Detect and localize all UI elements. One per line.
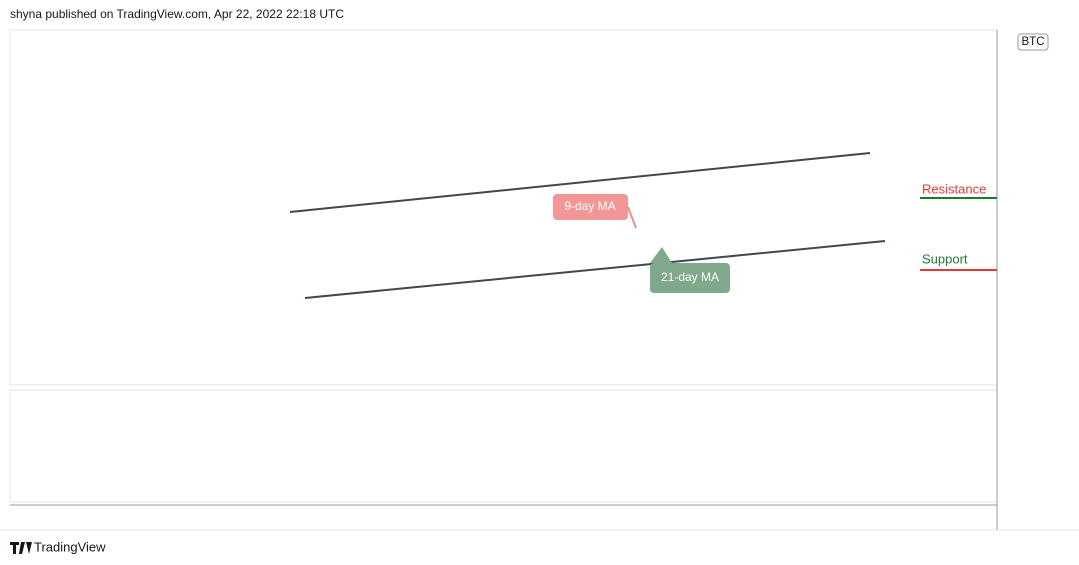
ma9-pointer [627, 206, 637, 229]
ma9-box [553, 194, 628, 220]
ma21-box [650, 263, 730, 293]
currency-box [1017, 33, 1049, 51]
upper-trend-line [289, 152, 871, 213]
annotations: 9-day MA 21-day MA Resistance Support [553, 181, 986, 293]
resistance-label: Resistance [922, 181, 986, 196]
lower-trend-line [304, 240, 886, 299]
brand: TradingView [34, 539, 106, 554]
trend-lines [289, 152, 997, 299]
ma9-note: 9-day MA [564, 199, 615, 213]
footer: TradingView [10, 539, 106, 554]
support-label: Support [922, 251, 968, 266]
publisher-line: shyna published on TradingView.com, Apr … [10, 7, 344, 21]
ma21-pointer [650, 247, 672, 263]
currency: BTC [1022, 36, 1045, 48]
ma21-note: 21-day MA [661, 270, 719, 284]
tv-logo [10, 542, 32, 554]
panes [0, 29, 1079, 531]
